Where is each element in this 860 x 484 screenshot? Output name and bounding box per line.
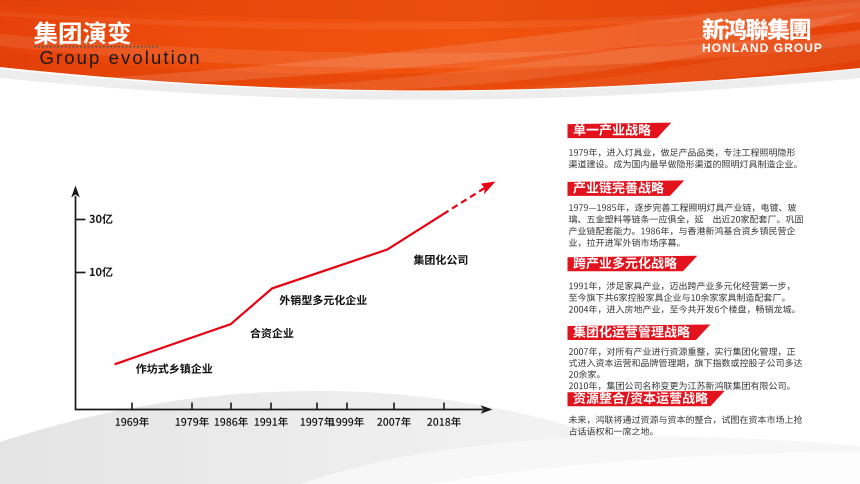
- svg-text:HONLAND GROUP: HONLAND GROUP: [702, 41, 823, 55]
- svg-text:Group evolution: Group evolution: [40, 47, 202, 68]
